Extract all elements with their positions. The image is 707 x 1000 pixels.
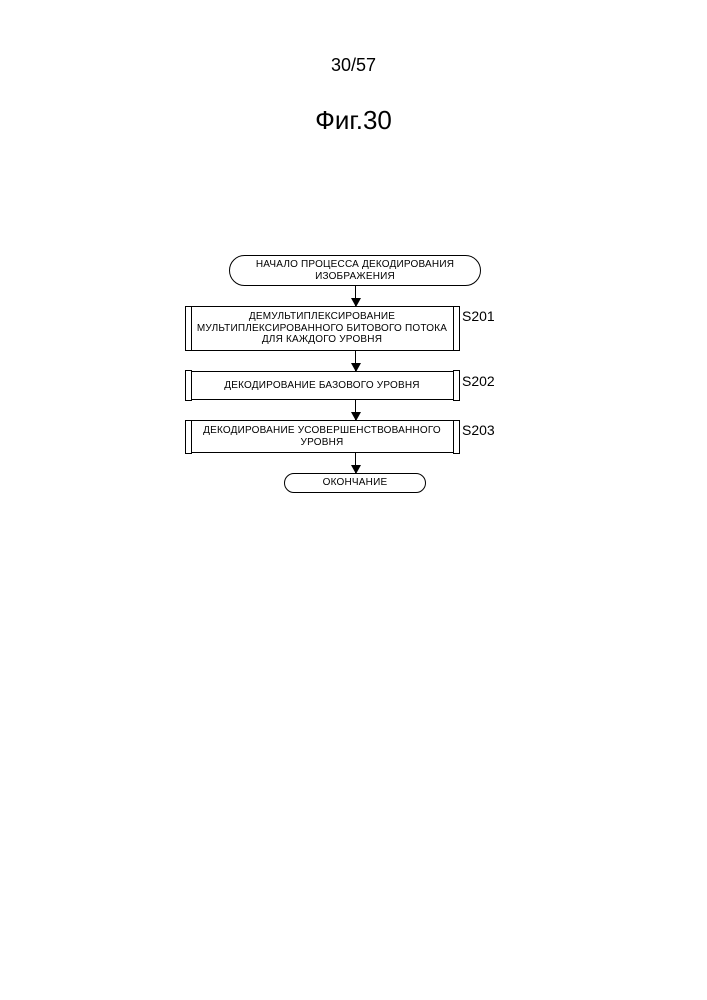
- process-s201-text: ДЕМУЛЬТИПЛЕКСИРОВАНИЕМУЛЬТИПЛЕКСИРОВАННО…: [192, 311, 452, 346]
- figure-title: Фиг.30: [0, 105, 707, 136]
- flow-arrow: [355, 453, 356, 473]
- flow-arrow: [355, 400, 356, 420]
- flowchart: НАЧАЛО ПРОЦЕССА ДЕКОДИРОВАНИЯИЗОБРАЖЕНИЯ…: [160, 255, 550, 493]
- start-text: НАЧАЛО ПРОЦЕССА ДЕКОДИРОВАНИЯИЗОБРАЖЕНИЯ: [256, 259, 454, 282]
- process-s202: ДЕКОДИРОВАНИЕ БАЗОВОГО УРОВНЯ: [185, 371, 459, 401]
- start-terminator: НАЧАЛО ПРОЦЕССА ДЕКОДИРОВАНИЯИЗОБРАЖЕНИЯ: [229, 255, 481, 286]
- step-label-s203: S203: [462, 422, 495, 438]
- end-text: ОКОНЧАНИЕ: [323, 477, 388, 488]
- flow-arrow: [355, 286, 356, 306]
- process-s203: ДЕКОДИРОВАНИЕ УСОВЕРШЕНСТВОВАННОГОУРОВНЯ: [185, 420, 459, 453]
- process-s202-text: ДЕКОДИРОВАНИЕ БАЗОВОГО УРОВНЯ: [192, 380, 452, 392]
- process-s203-text: ДЕКОДИРОВАНИЕ УСОВЕРШЕНСТВОВАННОГОУРОВНЯ: [192, 425, 452, 448]
- end-terminator: ОКОНЧАНИЕ: [284, 473, 426, 493]
- process-s201: ДЕМУЛЬТИПЛЕКСИРОВАНИЕМУЛЬТИПЛЕКСИРОВАННО…: [185, 306, 459, 351]
- page-number: 30/57: [0, 55, 707, 76]
- flow-arrow: [355, 351, 356, 371]
- step-label-s202: S202: [462, 373, 495, 389]
- step-label-s201: S201: [462, 308, 495, 324]
